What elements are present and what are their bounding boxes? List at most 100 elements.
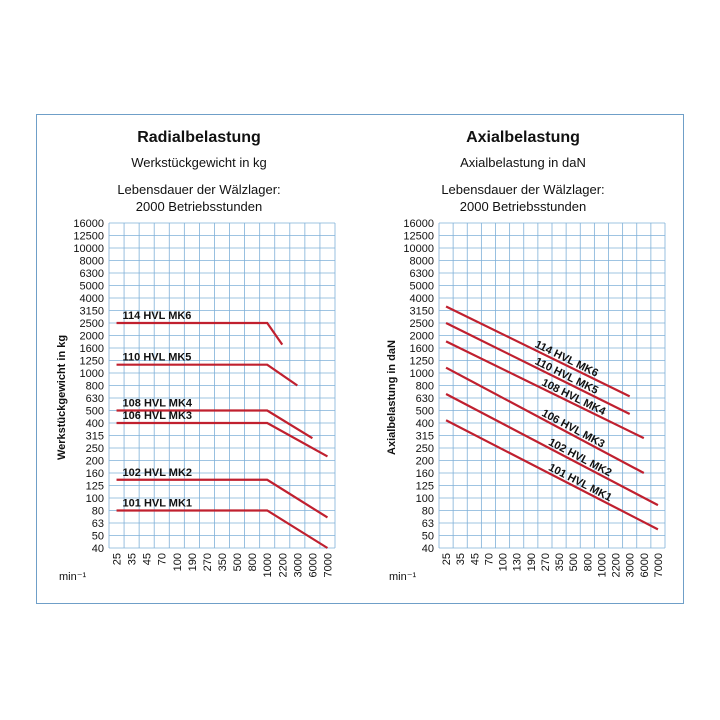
axial-load-chart: 1600012500100008000630050004000315025002… <box>386 218 666 583</box>
x-tick-label: 7000 <box>322 553 334 577</box>
x-tick-label: 1000 <box>596 553 608 577</box>
y-tick-label: 40 <box>92 543 104 555</box>
series-line <box>116 478 329 519</box>
x-tick-label: 25 <box>112 553 124 565</box>
y-tick-label: 4000 <box>410 293 434 305</box>
series-line <box>445 340 645 440</box>
radial-load-panel: Radialbelastung Werkstückgewicht in kg L… <box>37 115 361 605</box>
x-unit-label: min⁻¹ <box>389 571 417 583</box>
y-tick-label: 160 <box>416 468 434 480</box>
y-tick-label: 6300 <box>80 268 104 280</box>
y-tick-label: 125 <box>86 481 104 493</box>
series-line <box>116 409 313 440</box>
y-tick-label: 630 <box>86 393 104 405</box>
x-tick-label: 270 <box>540 553 552 571</box>
y-tick-label: 2000 <box>410 331 434 343</box>
x-tick-label: 25 <box>441 553 453 565</box>
y-tick-label: 1250 <box>410 356 434 368</box>
y-tick-label: 8000 <box>410 256 434 268</box>
y-tick-label: 2500 <box>410 318 434 330</box>
x-tick-label: 6000 <box>307 553 319 577</box>
x-tick-label: 35 <box>455 553 467 565</box>
note-line-1: Lebensdauer der Wälzlager: <box>117 182 281 197</box>
y-tick-label: 3150 <box>80 306 104 318</box>
y-tick-label: 8000 <box>80 256 104 268</box>
x-tick-label: 190 <box>187 553 199 571</box>
y-tick-label: 5000 <box>410 281 434 293</box>
y-tick-label: 100 <box>416 493 434 505</box>
y-tick-label: 125 <box>416 481 434 493</box>
y-tick-label: 500 <box>86 406 104 418</box>
y-tick-label: 80 <box>422 506 434 518</box>
panel-note: Lebensdauer der Wälzlager: 2000 Betriebs… <box>361 181 685 215</box>
y-tick-label: 1000 <box>410 368 434 380</box>
y-tick-label: 200 <box>86 456 104 468</box>
axial-load-panel: Axialbelastung Axialbelastung in daN Leb… <box>361 115 685 605</box>
series-line <box>116 509 329 549</box>
x-tick-label: 350 <box>217 553 229 571</box>
x-tick-label: 2200 <box>611 553 623 577</box>
x-tick-label: 500 <box>232 553 244 571</box>
y-tick-label: 50 <box>92 531 104 543</box>
series-label: 110 HVL MK5 <box>123 352 192 364</box>
series-line <box>116 321 284 346</box>
series-label: 106 HVL MK3 <box>123 410 192 422</box>
y-tick-label: 800 <box>416 381 434 393</box>
x-tick-label: 6000 <box>639 553 651 577</box>
y-tick-label: 2000 <box>80 331 104 343</box>
y-tick-label: 80 <box>92 506 104 518</box>
panel-title: Axialbelastung <box>466 129 580 146</box>
series-line <box>445 366 645 474</box>
y-tick-labels: 1600012500100008000630050004000315025002… <box>73 218 104 555</box>
y-tick-label: 400 <box>86 418 104 430</box>
x-tick-label: 130 <box>512 553 524 571</box>
x-tick-label: 45 <box>469 553 481 565</box>
x-tick-label: 500 <box>568 553 580 571</box>
x-tick-label: 3000 <box>625 553 637 577</box>
y-tick-label: 1250 <box>80 356 104 368</box>
y-tick-label: 250 <box>86 443 104 455</box>
y-tick-label: 10000 <box>403 243 434 255</box>
x-tick-labels: 25 35 45 70 100 130 190 270 350 500 800 1000 2200 300… <box>441 553 665 577</box>
x-tick-label: 70 <box>483 553 495 565</box>
x-tick-label: 2200 <box>277 553 289 577</box>
y-tick-label: 250 <box>416 443 434 455</box>
y-tick-label: 400 <box>416 418 434 430</box>
series-label: 101 HVL MK1 <box>123 498 192 510</box>
y-tick-label: 630 <box>416 393 434 405</box>
series-label: 108 HVL MK4 <box>123 398 193 410</box>
x-tick-label: 1000 <box>262 553 274 577</box>
x-tick-label: 7000 <box>653 553 665 577</box>
x-tick-labels: 25 35 45 70 100 190 270 350 500 800 1000 2200 3000 60… <box>112 553 335 577</box>
y-tick-label: 2500 <box>80 318 104 330</box>
y-axis-label: Axialbelastung in daN <box>386 340 398 455</box>
series-line <box>445 419 659 531</box>
y-tick-label: 100 <box>86 493 104 505</box>
y-tick-label: 40 <box>422 543 434 555</box>
x-unit-label: min⁻¹ <box>59 571 87 583</box>
x-tick-label: 35 <box>127 553 139 565</box>
y-tick-label: 315 <box>86 431 104 443</box>
panel-subtitle: Axialbelastung in daN <box>460 155 586 170</box>
series-label: 102 HVL MK2 <box>123 467 192 479</box>
x-tick-label: 800 <box>247 553 259 571</box>
y-tick-label: 12500 <box>73 231 104 243</box>
y-tick-label: 12500 <box>403 231 434 243</box>
y-tick-label: 4000 <box>80 293 104 305</box>
y-tick-label: 50 <box>422 531 434 543</box>
y-tick-label: 1600 <box>80 343 104 355</box>
panel-title: Radialbelastung <box>137 129 261 146</box>
x-tick-label: 270 <box>202 553 214 571</box>
y-tick-label: 200 <box>416 456 434 468</box>
note-line-1: Lebensdauer der Wälzlager: <box>441 182 605 197</box>
radial-load-chart: 1600012500100008000630050004000315025002… <box>56 218 336 583</box>
series-line <box>445 305 631 398</box>
series-line <box>445 393 659 507</box>
y-tick-label: 1000 <box>80 368 104 380</box>
chart-frame: Radialbelastung Werkstückgewicht in kg L… <box>36 114 684 604</box>
x-tick-label: 350 <box>554 553 566 571</box>
y-tick-label: 5000 <box>80 281 104 293</box>
x-tick-label: 3000 <box>292 553 304 577</box>
y-tick-label: 16000 <box>73 218 104 230</box>
